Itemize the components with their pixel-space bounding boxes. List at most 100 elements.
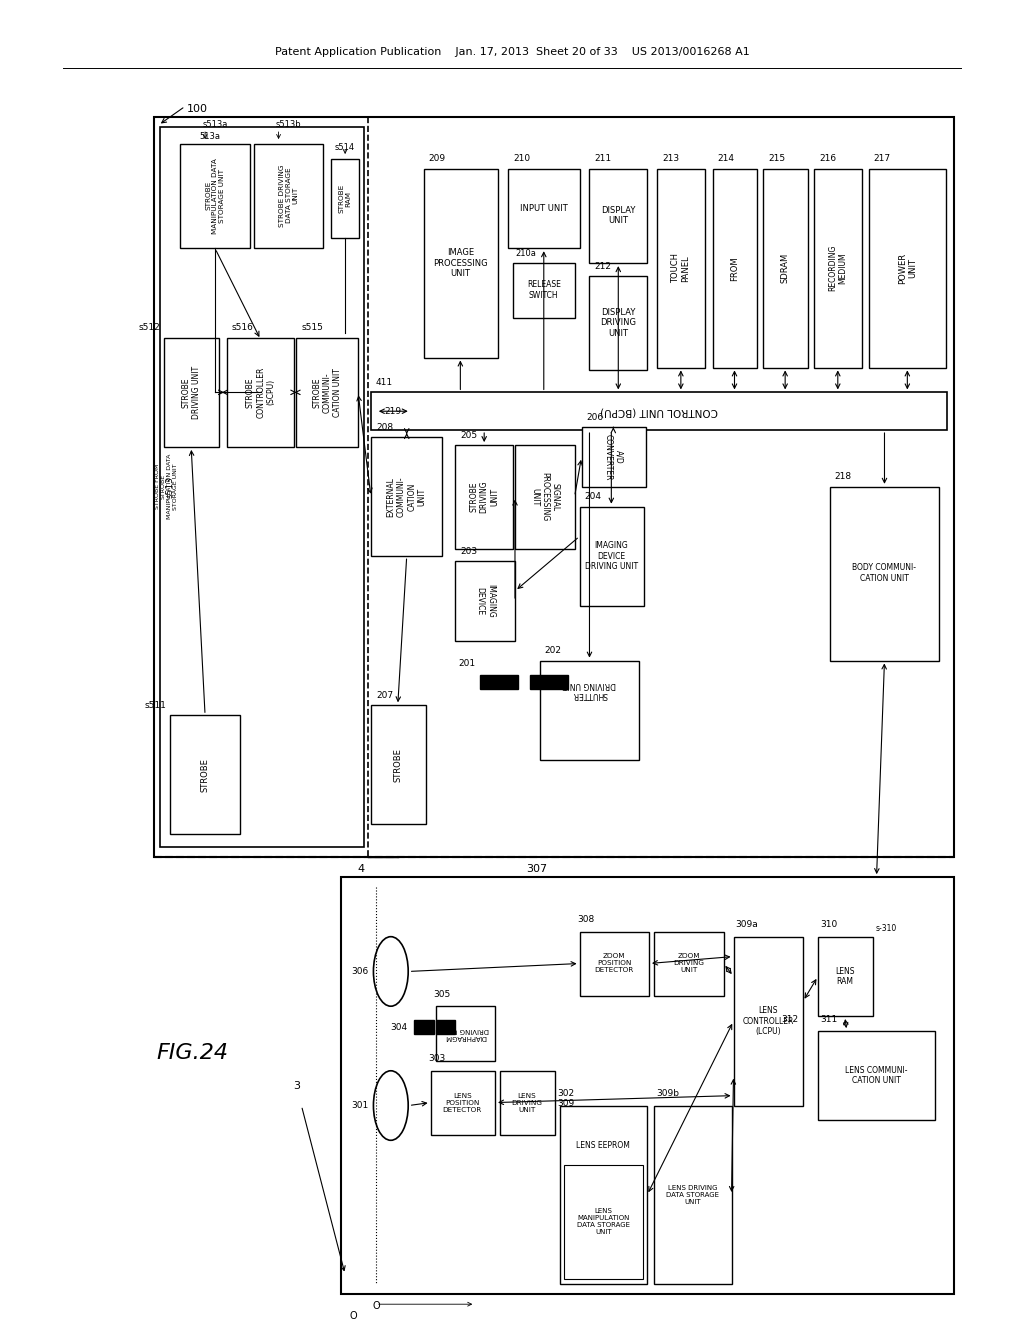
Text: LENS EEPROM: LENS EEPROM (577, 1140, 631, 1150)
Text: 207: 207 (376, 690, 393, 700)
Bar (254, 144, 324, 248)
Bar (170, 715, 240, 834)
Text: LENS
POSITION
DETECTOR: LENS POSITION DETECTOR (442, 1093, 482, 1113)
Bar (456, 445, 513, 549)
Text: O: O (372, 1302, 380, 1311)
Text: RELEASE
SWITCH: RELEASE SWITCH (526, 280, 561, 300)
Text: 3: 3 (293, 1081, 300, 1090)
Text: 219: 219 (384, 407, 401, 416)
Text: LENS
CONTROLLER
(LCPU): LENS CONTROLLER (LCPU) (742, 1006, 794, 1036)
Text: STROBE
DRIVING
UNIT: STROBE DRIVING UNIT (469, 480, 499, 513)
Bar (341, 876, 954, 1295)
Text: 209: 209 (429, 154, 445, 164)
Text: 213: 213 (662, 154, 679, 164)
Text: s515: s515 (301, 323, 324, 333)
Bar (435, 1006, 496, 1061)
Text: 513a: 513a (200, 132, 220, 141)
Text: 217: 217 (873, 154, 891, 164)
Bar (590, 276, 647, 371)
Bar (371, 437, 442, 556)
Text: 308: 308 (578, 915, 595, 924)
Bar (580, 932, 649, 997)
Bar (508, 169, 580, 248)
Bar (654, 932, 724, 997)
Text: SIGNAL
PROCESSING
UNIT: SIGNAL PROCESSING UNIT (529, 473, 560, 521)
Bar (818, 937, 872, 1016)
Text: STROBE
MANIPULATION DATA
STORAGE UNIT: STROBE MANIPULATION DATA STORAGE UNIT (205, 158, 225, 234)
Bar (529, 676, 567, 689)
Text: DISPLAY
UNIT: DISPLAY UNIT (601, 206, 636, 226)
Text: 218: 218 (835, 473, 852, 482)
Bar (430, 1071, 496, 1135)
Bar (763, 169, 808, 367)
Text: LENS
MANIPULATION
DATA STORAGE
UNIT: LENS MANIPULATION DATA STORAGE UNIT (577, 1208, 630, 1236)
Bar (331, 158, 359, 239)
Bar (733, 937, 803, 1106)
Text: s-310: s-310 (876, 924, 897, 933)
Text: 208: 208 (376, 422, 393, 432)
Text: 4: 4 (357, 865, 365, 874)
Bar (654, 1106, 731, 1284)
Text: SHUTTER
DRIVING UNIT: SHUTTER DRIVING UNIT (563, 680, 616, 700)
Text: LENS
DRIVING
UNIT: LENS DRIVING UNIT (511, 1093, 543, 1113)
Text: STROBE: STROBE (201, 758, 210, 792)
Text: 309b: 309b (656, 1089, 679, 1098)
Bar (563, 1166, 643, 1279)
Text: 212: 212 (595, 261, 611, 271)
Text: 100: 100 (187, 104, 208, 115)
Text: 411: 411 (376, 378, 393, 387)
Text: 304: 304 (390, 1023, 408, 1031)
Bar (829, 487, 939, 660)
Text: 312: 312 (781, 1015, 798, 1023)
Bar (180, 144, 250, 248)
Text: A/D
CONVERTER: A/D CONVERTER (603, 434, 623, 480)
Text: FIG.24: FIG.24 (156, 1043, 228, 1063)
Text: 201: 201 (458, 659, 475, 668)
Bar (371, 705, 426, 825)
Text: Patent Application Publication    Jan. 17, 2013  Sheet 20 of 33    US 2013/00162: Patent Application Publication Jan. 17, … (274, 46, 750, 57)
Text: 306: 306 (351, 968, 369, 975)
Text: s511: s511 (144, 701, 166, 710)
Text: 310: 310 (820, 920, 838, 929)
Text: EXTERNAL
COMMUNI-
CATION
UNIT: EXTERNAL COMMUNI- CATION UNIT (387, 477, 427, 517)
Text: POWER
UNIT: POWER UNIT (898, 252, 918, 284)
Text: IMAGE
PROCESSING
UNIT: IMAGE PROCESSING UNIT (433, 248, 487, 279)
Bar (164, 338, 219, 447)
Text: s512: s512 (138, 323, 161, 333)
Text: TOUCH
PANEL: TOUCH PANEL (671, 253, 690, 284)
Bar (515, 445, 574, 549)
Text: s516: s516 (231, 323, 254, 333)
Text: CONTROL UNIT (BCPU): CONTROL UNIT (BCPU) (600, 407, 718, 416)
Text: 311: 311 (820, 1015, 838, 1023)
Text: s513a: s513a (203, 120, 227, 128)
Text: 305: 305 (433, 990, 451, 999)
Text: RECORDING
MEDIUM: RECORDING MEDIUM (828, 246, 848, 292)
Text: 302: 302 (558, 1089, 574, 1098)
Text: DISPLAY
DRIVING
UNIT: DISPLAY DRIVING UNIT (600, 308, 636, 338)
Text: STROBE: STROBE (393, 748, 402, 781)
Text: STROBE DRIVING
DATA STORAGE
UNIT: STROBE DRIVING DATA STORAGE UNIT (279, 165, 299, 227)
Bar (818, 1031, 935, 1121)
Text: 303: 303 (429, 1055, 445, 1064)
Bar (435, 1020, 456, 1034)
Text: LENS COMMUNI-
CATION UNIT: LENS COMMUNI- CATION UNIT (845, 1067, 908, 1085)
Text: STROBE
COMMUNI-
CATION UNIT: STROBE COMMUNI- CATION UNIT (312, 368, 342, 417)
Text: LENS
RAM: LENS RAM (835, 966, 854, 986)
Text: 309: 309 (558, 1100, 574, 1107)
Bar (590, 169, 647, 263)
Text: LENS DRIVING
DATA STORAGE
UNIT: LENS DRIVING DATA STORAGE UNIT (667, 1185, 719, 1205)
Text: 211: 211 (595, 154, 611, 164)
Text: 215: 215 (768, 154, 785, 164)
Text: STROBE
RAM: STROBE RAM (339, 183, 351, 214)
Bar (713, 169, 758, 367)
Bar (155, 117, 954, 857)
Bar (480, 676, 518, 689)
Text: IMAGING
DEVICE: IMAGING DEVICE (475, 583, 495, 618)
Text: 301: 301 (351, 1101, 369, 1110)
Bar (297, 338, 358, 447)
Text: 204: 204 (585, 492, 601, 502)
Bar (582, 428, 646, 487)
Text: ZOOM
DRIVING
UNIT: ZOOM DRIVING UNIT (674, 953, 705, 973)
Bar (371, 392, 947, 430)
Text: 307: 307 (526, 865, 548, 874)
